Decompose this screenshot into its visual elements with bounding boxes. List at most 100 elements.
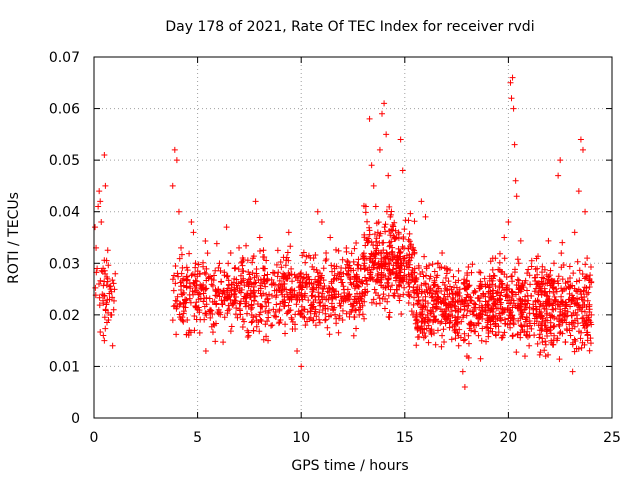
data-point	[96, 188, 103, 195]
data-point	[549, 302, 556, 309]
data-point	[244, 333, 251, 340]
data-point	[376, 295, 383, 302]
data-point	[368, 299, 375, 306]
data-point	[215, 286, 222, 293]
data-point	[273, 261, 280, 268]
data-point	[192, 277, 199, 284]
data-point	[396, 250, 403, 257]
data-point	[583, 312, 590, 319]
data-point	[570, 270, 577, 277]
data-point	[458, 318, 465, 325]
data-point	[553, 286, 560, 293]
data-point	[545, 237, 552, 244]
data-point	[379, 110, 386, 117]
data-point	[240, 256, 247, 263]
data-point	[400, 233, 407, 240]
data-point	[509, 289, 516, 296]
data-point	[514, 256, 521, 263]
data-point	[386, 267, 393, 274]
data-point	[335, 247, 342, 254]
data-point	[317, 275, 324, 282]
data-point	[101, 257, 108, 264]
data-point	[588, 279, 595, 286]
data-point	[315, 279, 322, 286]
data-point	[441, 315, 448, 322]
data-point	[200, 259, 207, 266]
data-point	[360, 202, 367, 209]
data-point	[237, 311, 244, 318]
data-point	[285, 229, 292, 236]
data-point	[439, 249, 446, 256]
data-point	[169, 317, 176, 324]
data-point	[412, 278, 419, 285]
data-point	[424, 311, 431, 318]
data-point	[531, 320, 538, 327]
data-point	[316, 319, 323, 326]
data-point	[312, 306, 319, 313]
data-point	[405, 299, 412, 306]
data-point	[573, 345, 580, 352]
data-point	[284, 309, 291, 316]
data-point	[397, 248, 404, 255]
data-point	[102, 307, 109, 314]
data-point	[244, 327, 251, 334]
data-point	[333, 263, 340, 270]
data-point	[103, 282, 110, 289]
data-point	[562, 339, 569, 346]
data-point	[445, 278, 452, 285]
data-point	[284, 249, 291, 256]
data-point	[432, 281, 439, 288]
data-point	[372, 203, 379, 210]
data-point	[106, 296, 113, 303]
data-point	[391, 234, 398, 241]
data-point	[270, 306, 277, 313]
data-point	[401, 226, 408, 233]
data-point	[571, 285, 578, 292]
data-point	[384, 279, 391, 286]
data-point	[454, 291, 461, 298]
data-point	[100, 282, 107, 289]
data-point	[571, 300, 578, 307]
data-point	[210, 321, 217, 328]
data-point	[507, 79, 514, 86]
data-point	[180, 282, 187, 289]
data-point	[281, 271, 288, 278]
data-point	[361, 298, 368, 305]
data-point	[252, 198, 259, 205]
data-point	[512, 177, 519, 184]
data-point	[438, 343, 445, 350]
data-point	[447, 311, 454, 318]
data-point	[99, 291, 106, 298]
data-point	[445, 312, 452, 319]
data-point	[469, 261, 476, 268]
data-point	[421, 253, 428, 260]
data-point	[368, 162, 375, 169]
data-point	[187, 285, 194, 292]
data-point	[396, 282, 403, 289]
data-point	[306, 316, 313, 323]
data-point	[546, 311, 553, 318]
data-point	[288, 314, 295, 321]
data-point	[519, 281, 526, 288]
data-point	[559, 276, 566, 283]
data-point	[426, 275, 433, 282]
data-point	[263, 291, 270, 298]
data-point	[321, 294, 328, 301]
data-point	[273, 301, 280, 308]
data-point	[502, 293, 509, 300]
data-point	[345, 271, 352, 278]
data-point	[339, 307, 346, 314]
data-point	[463, 294, 470, 301]
data-point	[425, 322, 432, 329]
data-point	[323, 249, 330, 256]
x-axis-label: GPS time / hours	[291, 458, 408, 474]
data-point	[277, 258, 284, 265]
data-point	[371, 259, 378, 266]
data-point	[226, 306, 233, 313]
data-point	[354, 282, 361, 289]
data-point	[550, 289, 557, 296]
data-point	[186, 250, 193, 257]
data-point	[405, 264, 412, 271]
data-point	[490, 287, 497, 294]
data-point	[571, 229, 578, 236]
